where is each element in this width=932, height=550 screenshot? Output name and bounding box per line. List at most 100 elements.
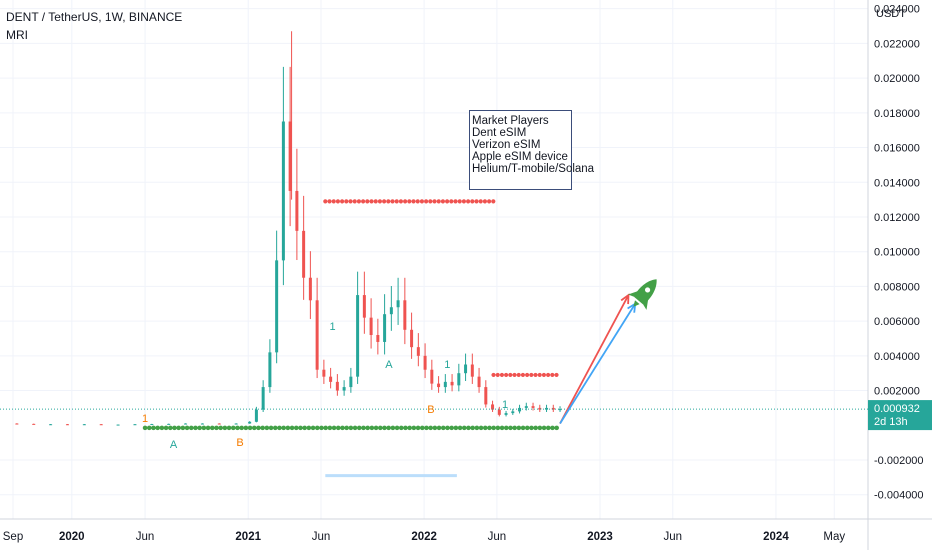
resistance-dot (348, 199, 353, 204)
support-dot (222, 425, 228, 431)
x-tick-label: 2024 (763, 531, 789, 543)
resistance-dot (356, 199, 362, 204)
candle-body (248, 421, 252, 424)
candle-body (234, 423, 238, 425)
resistance-dot (445, 199, 450, 204)
support-dot (302, 425, 307, 431)
support-dot (163, 425, 169, 431)
candle-body (150, 424, 154, 426)
candle-body (369, 317, 373, 336)
candle-body (32, 423, 36, 425)
resistance-dot (340, 199, 345, 204)
candle-body (315, 300, 319, 370)
candle-body (329, 376, 333, 382)
support-dot (516, 425, 522, 431)
support-dot (352, 425, 358, 431)
support-dot (218, 425, 223, 431)
candle-body (396, 300, 400, 308)
support-dot (306, 425, 312, 431)
support-dot (474, 425, 480, 431)
resistance-dot (550, 372, 555, 378)
resistance-dot (386, 199, 391, 204)
annotation-line: Dent eSIM (472, 127, 527, 139)
rocket-icon (628, 279, 657, 310)
x-tick-label: 2022 (411, 531, 437, 543)
x-tick-label: Jun (136, 531, 155, 543)
candle-body (518, 407, 522, 412)
x-tick-label: 2023 (587, 531, 613, 543)
resistance-dot (461, 199, 467, 204)
y-tick-label: 0.008000 (874, 281, 920, 293)
support-dot (193, 425, 198, 431)
resistance-dot (394, 199, 399, 204)
candle-body (376, 335, 380, 342)
x-tick-label: 2021 (235, 531, 261, 543)
support-dot (323, 425, 328, 431)
candle-body (457, 373, 461, 386)
y-tick-label: 0.006000 (874, 316, 920, 328)
support-dot (415, 425, 421, 431)
candle-body (524, 406, 528, 408)
annotation-line: Market Players (472, 115, 549, 127)
support-dot (386, 425, 391, 431)
candle-body (288, 121, 292, 191)
support-dot (499, 425, 505, 431)
candle-body (511, 411, 515, 414)
resistance-dot (344, 199, 349, 204)
support-dot (214, 425, 219, 431)
x-tick-label: 2020 (59, 531, 85, 543)
support-dot (537, 425, 543, 431)
resistance-dot (533, 372, 538, 378)
resistance-dot (403, 199, 408, 204)
resistance-dot (495, 372, 500, 378)
support-dot (256, 425, 261, 431)
support-dot (247, 425, 253, 431)
support-dot (369, 425, 375, 431)
support-dot (205, 425, 211, 431)
resistance-dot (529, 372, 534, 378)
support-dot (377, 425, 383, 431)
resistance-dot (419, 199, 425, 204)
support-dot (340, 425, 345, 431)
resistance-dot (474, 199, 479, 204)
chart-title: DENT / TetherUS, 1W, BINANCE (6, 10, 183, 24)
resistance-dot (546, 372, 551, 378)
support-dot (491, 425, 496, 431)
candle-body (538, 407, 542, 410)
support-dot (209, 425, 215, 431)
candle-body (470, 364, 474, 377)
support-dot (327, 425, 333, 431)
support-dot (159, 425, 165, 431)
candle-body (261, 387, 265, 410)
candle-body (491, 404, 495, 410)
candle-body (268, 352, 272, 388)
support-dot (251, 425, 257, 431)
support-dot (445, 425, 450, 431)
support-dot (172, 425, 177, 431)
resistance-dot (432, 199, 437, 204)
candle-body (349, 376, 353, 388)
resistance-dot (365, 199, 370, 204)
candle-body (275, 260, 279, 353)
candle-body (200, 423, 204, 425)
candle-body (464, 364, 468, 374)
candle-body (558, 409, 562, 411)
resistance-dot (516, 372, 521, 378)
resistance-dot (436, 199, 441, 204)
candle-body (437, 383, 441, 388)
resistance-dot (323, 199, 328, 204)
support-dot (180, 425, 186, 431)
candle-body (49, 424, 53, 426)
candle-body (335, 381, 339, 391)
candle-body (410, 329, 414, 348)
y-tick-label: 0.004000 (874, 351, 920, 363)
y-tick-label: 0.010000 (874, 247, 920, 259)
resistance-dot (407, 199, 412, 204)
resistance-dot (504, 372, 509, 378)
annotation-box[interactable]: Market Players Dent eSIM Verizon eSIM Ap… (469, 110, 594, 190)
support-dot (541, 425, 547, 431)
support-dot (235, 425, 240, 431)
resistance-dot (554, 372, 559, 378)
indicator-label[interactable]: MRI (6, 28, 28, 42)
